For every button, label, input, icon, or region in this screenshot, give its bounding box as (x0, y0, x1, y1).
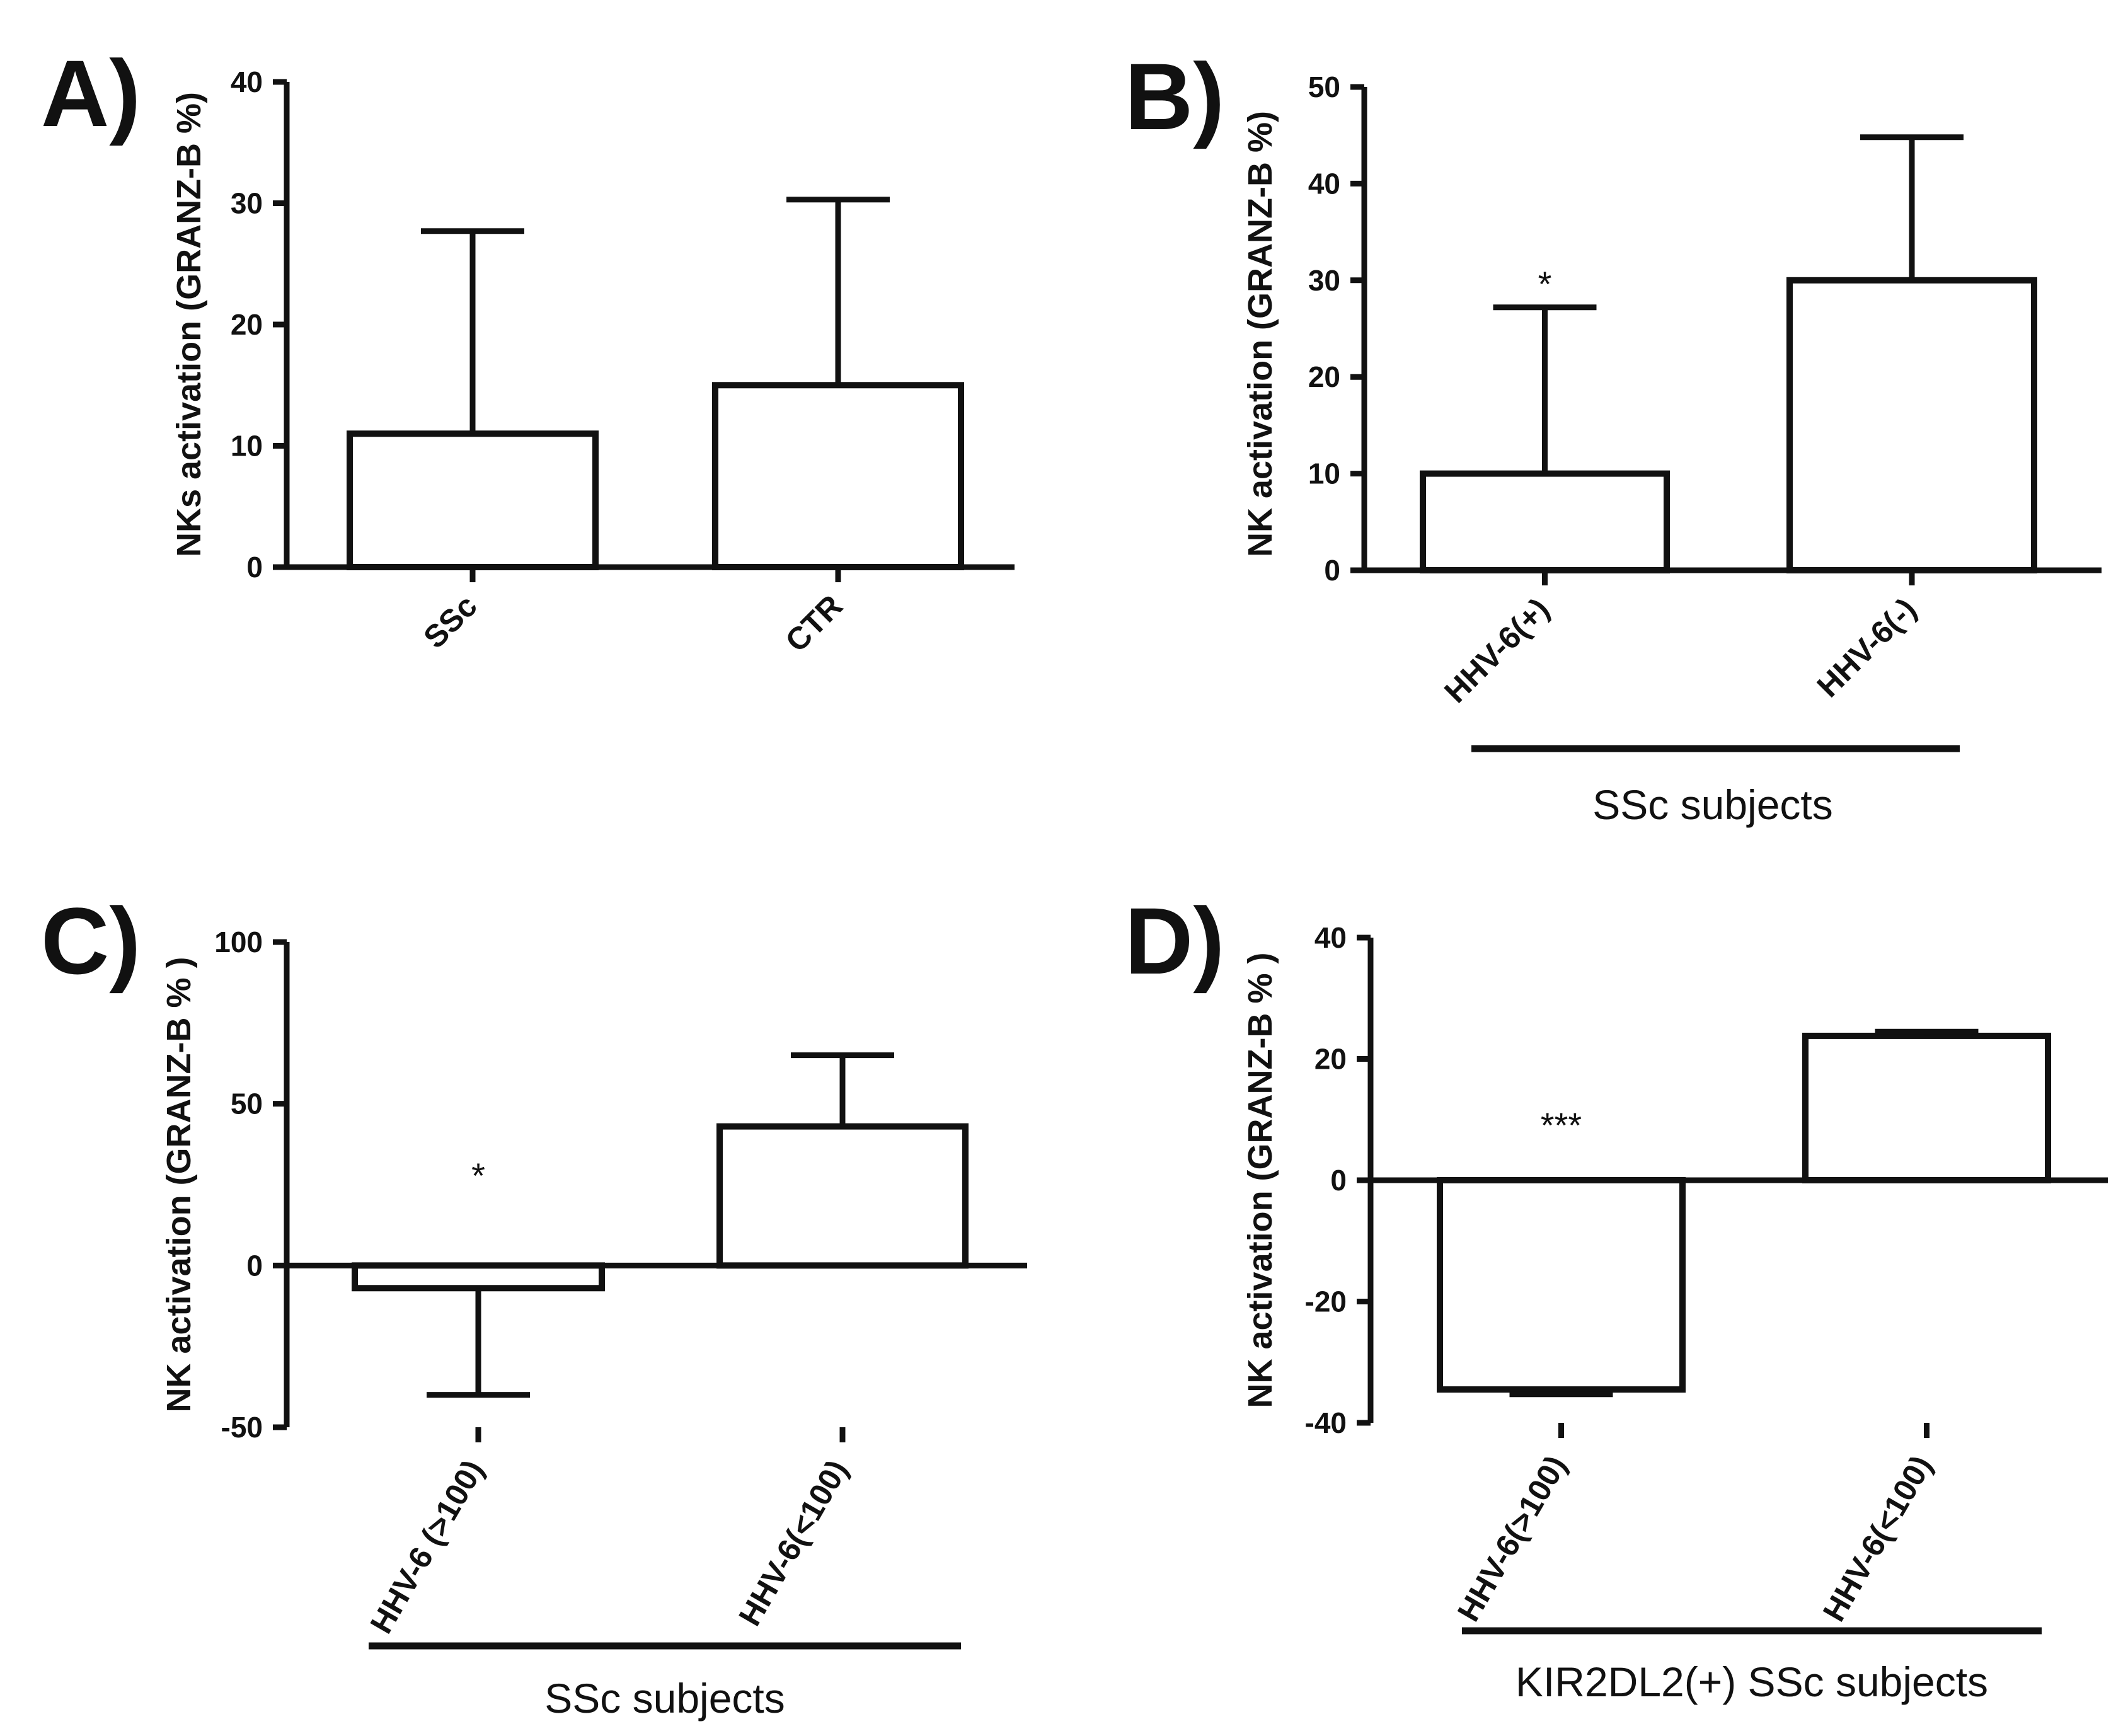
y-tick-label: 10 (1308, 457, 1340, 490)
bar (1802, 1032, 2051, 1184)
panel-letter: D) (1125, 888, 1224, 994)
significance-marker: * (471, 1156, 485, 1195)
y-tick-label: 0 (246, 1249, 263, 1282)
y-tick-label: 20 (231, 308, 263, 341)
bar (347, 430, 599, 570)
y-tick-label: 30 (1308, 264, 1340, 297)
group-label: SSc subjects (544, 1675, 785, 1722)
x-tick-label: SSc (417, 588, 483, 655)
x-tick-label: CTR (779, 588, 849, 658)
y-tick-label: 0 (1330, 1164, 1347, 1197)
y-tick-label: 20 (1308, 360, 1340, 393)
chart-panel-d: D) -40 -20 0 20 40 NK activation (GRANZ-B % ) H… (1125, 888, 2108, 1705)
bar (1437, 1177, 1686, 1393)
significance-marker: * (1538, 264, 1552, 304)
y-tick-label: 0 (1324, 554, 1340, 587)
y-tick-label: 40 (1314, 921, 1347, 954)
y-axis-label: NKs activation (GRANZ-B %) (170, 92, 208, 557)
y-tick-label: 50 (1308, 71, 1340, 103)
chart-panel-c: C) -50 0 50 100 NK activation (GRANZ-B % ) HHV… (41, 888, 1027, 1722)
bar (352, 1262, 605, 1292)
x-tick-label: HHV-6(<100) (1816, 1450, 1939, 1628)
y-tick-label: 50 (231, 1088, 263, 1120)
chart-panel-b: B) 0 10 20 30 40 50 NK activation (GRANZ-B %) HH… (1125, 43, 2102, 828)
y-tick-label: 100 (214, 926, 263, 958)
y-tick-label: 40 (1308, 167, 1340, 200)
y-axis-label: NK activation (GRANZ-B %) (1241, 111, 1279, 557)
bar (712, 382, 964, 570)
y-axis-label: NK activation (GRANZ-B % ) (1241, 952, 1279, 1408)
significance-marker: *** (1541, 1105, 1582, 1145)
bar (1786, 277, 2037, 573)
y-tick-label: -20 (1305, 1285, 1347, 1318)
y-tick-label: -50 (221, 1411, 263, 1444)
group-label: KIR2DL2(+) SSc subjects (1515, 1658, 1988, 1705)
x-tick-label: HHV-6 (>100) (363, 1454, 490, 1640)
panel-letter: B) (1125, 43, 1224, 149)
panel-letter: C) (41, 888, 141, 994)
chart-panel-a: A) 0 10 20 30 40 NKs activation (GRANZ-B %) SSc… (41, 40, 1015, 658)
bar (716, 1123, 969, 1269)
group-label: SSc subjects (1592, 781, 1833, 828)
y-tick-label: 0 (246, 551, 263, 583)
x-tick-label: HHV-6(+) (1437, 591, 1556, 710)
bar (1420, 470, 1670, 573)
x-tick-label: HHV-6(>100) (1451, 1450, 1573, 1628)
y-tick-label: -40 (1305, 1406, 1347, 1439)
x-tick-label: HHV-6(<100) (732, 1454, 854, 1632)
x-tick-label: HHV-6(-) (1810, 591, 1923, 704)
y-axis-label: NK activation (GRANZ-B % ) (160, 957, 198, 1412)
y-tick-label: 30 (231, 187, 263, 220)
y-tick-label: 40 (231, 66, 263, 98)
panel-letter: A) (41, 40, 141, 146)
y-tick-label: 20 (1314, 1043, 1347, 1076)
y-tick-label: 10 (231, 430, 263, 463)
